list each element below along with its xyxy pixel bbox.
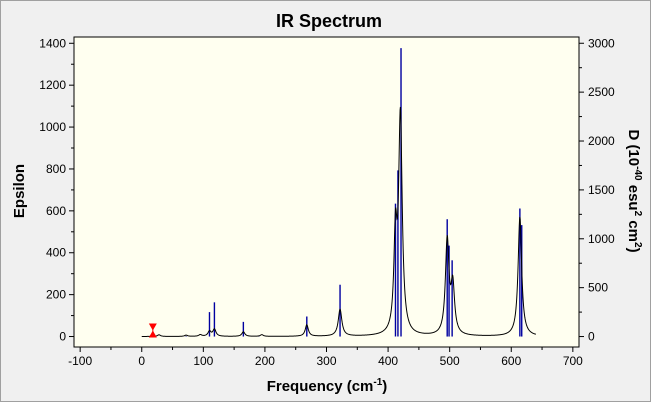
y-left-tick-label: 0 — [59, 330, 66, 344]
x-axis-title: Frequency (cm-1) — [267, 377, 388, 395]
axis-ticks: -100 0 100 200 300 400 500 600 70002004006008001… — [39, 36, 615, 368]
y-axis-right-title: D (10-40 esu2 cm2) — [625, 129, 643, 252]
y-right-title-part1: D (10 — [625, 129, 642, 166]
y-right-title-sup1: -40 — [632, 166, 643, 181]
y-left-tick-label: 1400 — [39, 36, 66, 50]
x-axis-title-sup: -1 — [373, 377, 382, 388]
spectrum-curve — [141, 106, 537, 337]
x-tick-label: 300 — [316, 354, 336, 368]
stick-spectrum — [152, 48, 523, 337]
x-tick-label: 0 — [138, 354, 145, 368]
x-tick-label: 200 — [255, 354, 275, 368]
x-axis-title-tail: ) — [382, 378, 387, 395]
y-left-tick-label: 200 — [46, 288, 66, 302]
y-right-title-sup3: 2 — [632, 242, 643, 248]
x-tick-label: -100 — [68, 354, 92, 368]
x-tick-label: 700 — [563, 354, 583, 368]
plot-area[interactable] — [73, 36, 580, 348]
y-right-title-part3: cm — [625, 216, 642, 242]
y-right-tick-label: 500 — [588, 281, 608, 295]
y-right-title-sup2: 2 — [632, 211, 643, 217]
y-right-tick-label: 2500 — [588, 85, 615, 99]
y-left-tick-label: 600 — [46, 204, 66, 218]
x-tick-label: 500 — [440, 354, 460, 368]
y-left-tick-label: 1200 — [39, 78, 66, 92]
y-right-tick-label: 0 — [588, 330, 595, 344]
y-axis-left-title: Epsilon — [11, 164, 28, 218]
y-right-tick-label: 1000 — [588, 232, 615, 246]
x-axis-title-main: Frequency (cm — [267, 378, 374, 395]
frequency-marker[interactable] — [148, 323, 157, 338]
x-tick-label: 600 — [501, 354, 521, 368]
y-right-tick-label: 3000 — [588, 36, 615, 50]
x-tick-label: 400 — [378, 354, 398, 368]
y-right-title-part4: ) — [625, 248, 642, 253]
y-left-tick-label: 400 — [46, 246, 66, 260]
y-right-tick-label: 2000 — [588, 134, 615, 148]
chart-title: IR Spectrum — [276, 11, 382, 31]
y-left-tick-label: 1000 — [39, 120, 66, 134]
x-tick-label: 100 — [193, 354, 213, 368]
y-right-tick-label: 1500 — [588, 183, 615, 197]
y-right-title-part2: esu — [625, 181, 642, 211]
y-left-tick-label: 800 — [46, 162, 66, 176]
